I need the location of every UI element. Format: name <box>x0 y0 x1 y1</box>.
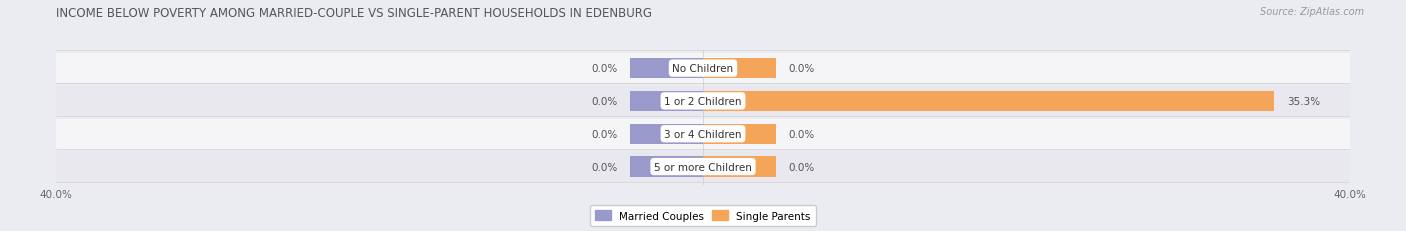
Text: 5 or more Children: 5 or more Children <box>654 162 752 172</box>
Bar <box>703 59 776 79</box>
Text: 0.0%: 0.0% <box>789 129 815 139</box>
Text: INCOME BELOW POVERTY AMONG MARRIED-COUPLE VS SINGLE-PARENT HOUSEHOLDS IN EDENBUR: INCOME BELOW POVERTY AMONG MARRIED-COUPL… <box>56 7 652 20</box>
Text: 35.3%: 35.3% <box>1286 97 1320 106</box>
Bar <box>703 157 776 177</box>
Bar <box>630 157 703 177</box>
Text: 3 or 4 Children: 3 or 4 Children <box>664 129 742 139</box>
Bar <box>630 91 703 112</box>
Text: 0.0%: 0.0% <box>591 97 617 106</box>
Bar <box>56 119 1350 149</box>
Bar <box>630 124 703 144</box>
Text: 0.0%: 0.0% <box>789 162 815 172</box>
Bar <box>56 54 1350 84</box>
Bar <box>703 91 1274 112</box>
Bar <box>56 152 1350 182</box>
Text: 0.0%: 0.0% <box>591 162 617 172</box>
Text: No Children: No Children <box>672 64 734 74</box>
Legend: Married Couples, Single Parents: Married Couples, Single Parents <box>591 205 815 226</box>
Text: 1 or 2 Children: 1 or 2 Children <box>664 97 742 106</box>
Text: 0.0%: 0.0% <box>789 64 815 74</box>
Text: Source: ZipAtlas.com: Source: ZipAtlas.com <box>1260 7 1364 17</box>
Bar <box>56 86 1350 116</box>
Bar <box>630 59 703 79</box>
Text: 0.0%: 0.0% <box>591 129 617 139</box>
Text: 0.0%: 0.0% <box>591 64 617 74</box>
Bar <box>703 124 776 144</box>
